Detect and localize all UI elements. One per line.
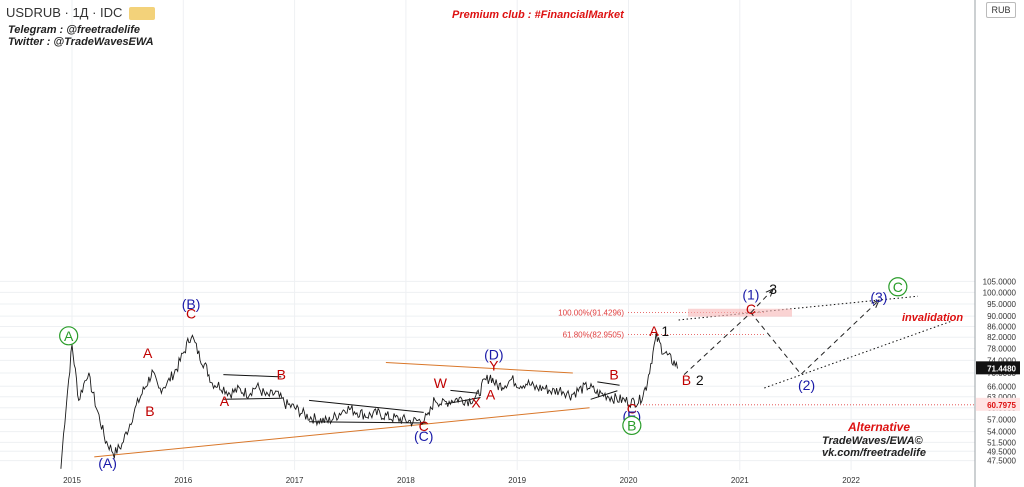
y-tick-label: 54.0000 (987, 428, 1016, 437)
y-tick-label: 63.0000 (987, 393, 1016, 402)
premium-club-text: Premium club : #FinancialMarket (452, 9, 624, 21)
x-tick-label: 2020 (620, 476, 638, 485)
y-axis: 47.500049.500051.500054.000057.000060.00… (974, 0, 1020, 487)
target-zone (688, 308, 792, 317)
wave-label: W (434, 375, 448, 391)
wave-label: (D) (484, 346, 503, 362)
invalidation-label: invalidation (902, 312, 964, 324)
last-price-box (976, 361, 1020, 375)
wave-label: 2 (696, 372, 704, 388)
wave-label: (C) (414, 428, 433, 444)
trendline (223, 374, 282, 378)
y-tick-label: 100.0000 (983, 288, 1017, 297)
trendline (309, 399, 424, 413)
trendline (385, 362, 573, 374)
y-tick-label: 82.0000 (987, 333, 1016, 342)
symbol-title[interactable]: USDRUB · 1Д · IDC (6, 5, 123, 20)
fib-level-label: 61.80%(82.9505) (563, 331, 625, 340)
invalidation-price-label: 60.7975 (987, 401, 1016, 410)
price-series (60, 332, 678, 469)
wave-circle (622, 415, 642, 436)
fib-levels: 61.80%(82.9505) 100.00%(91.4296) (558, 308, 975, 406)
wave-label: C (186, 306, 196, 322)
trendline (597, 381, 620, 386)
y-tick-label: 95.0000 (987, 300, 1016, 309)
projection-main-arrow (871, 299, 880, 308)
grid (0, 0, 975, 470)
y-tick-label: 66.0000 (987, 382, 1016, 391)
wave-label: C (419, 418, 429, 434)
x-tick-label: 2022 (842, 476, 860, 485)
wave-label: A (64, 328, 74, 344)
wave-label: B (609, 367, 618, 383)
last-price-label: 71.4480 (987, 364, 1016, 373)
signature-text: TradeWaves/EWA© (822, 435, 923, 447)
x-tick-label: 2017 (286, 476, 304, 485)
alternative-label: Alternative (848, 420, 911, 434)
wave-label: 3 (769, 281, 777, 297)
telegram-handle: Telegram : @freetradelife (8, 24, 140, 36)
status-badge (129, 7, 155, 20)
x-tick-label: 2018 (397, 476, 415, 485)
wave-circle (59, 326, 79, 346)
wave-label: B (277, 367, 286, 383)
wave-label: Y (489, 357, 499, 373)
wave-label: A (220, 393, 230, 409)
y-tick-label: 51.5000 (987, 438, 1016, 447)
projection-main (683, 300, 880, 376)
x-tick-label: 2021 (731, 476, 749, 485)
wave-label: B (627, 417, 636, 433)
trendline (223, 397, 282, 400)
wave-label: C (746, 301, 756, 317)
wave-label: C (893, 279, 903, 295)
x-tick-label: 2019 (508, 476, 526, 485)
wave-label: X (471, 395, 481, 411)
projection-branch (750, 288, 774, 314)
fib-level-label: 100.00%(91.4296) (558, 309, 624, 318)
y-tick-label: 47.5000 (987, 457, 1016, 466)
wave-label: (3) (870, 289, 887, 305)
y-tick-label: 57.0000 (987, 415, 1016, 424)
wave-label: (1) (742, 287, 759, 303)
projection-branch-arrow (765, 288, 775, 297)
projection-path (683, 288, 880, 376)
wave-label: B (682, 372, 691, 388)
wave-label: 1 (661, 323, 669, 339)
currency-badge[interactable]: RUB (986, 2, 1016, 18)
y-tick-label: 78.0000 (987, 345, 1016, 354)
wave-label: C (627, 401, 637, 417)
wave-label: (B) (182, 296, 201, 312)
y-tick-label: 90.0000 (987, 312, 1016, 321)
price-line (60, 332, 678, 469)
twitter-handle: Twitter : @TradeWavesEWA (8, 36, 154, 48)
wave-label: A (143, 345, 153, 361)
wave-labels: A(A)AB(B)CABC(C)WXA(D)YBC(E)BA1B2(1)C3(2… (59, 277, 908, 471)
y-tick-label: 86.0000 (987, 322, 1016, 331)
wave-label: (A) (98, 455, 117, 471)
trendline (764, 320, 952, 389)
x-tick-label: 2015 (63, 476, 81, 485)
wave-label: A (486, 386, 496, 402)
y-tick-label: 74.0000 (987, 356, 1016, 365)
x-tick-label: 2016 (174, 476, 192, 485)
trendline (450, 389, 479, 394)
trendlines (94, 295, 952, 458)
trendline (94, 407, 590, 458)
y-tick-label: 49.5000 (987, 447, 1016, 456)
x-axis: 2015 2016 2017 2018 2019 2020 2021 2022 (63, 476, 860, 485)
y-tick-label: 105.0000 (983, 277, 1017, 286)
wave-label: A (649, 323, 659, 339)
wave-label: (2) (798, 377, 815, 393)
wave-label: B (145, 403, 154, 419)
wave-circle (888, 277, 908, 297)
site-url: vk.com/freetradelife (822, 447, 926, 459)
invalidation-price-box (976, 397, 1020, 411)
